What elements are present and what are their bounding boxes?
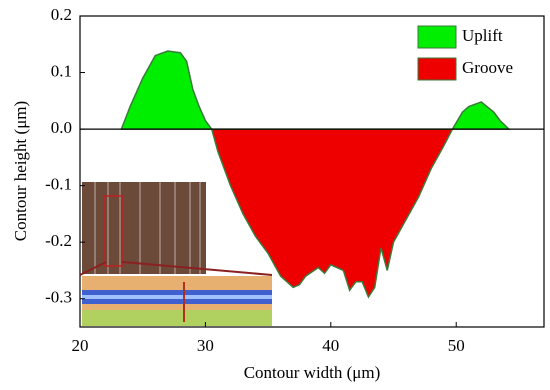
y-tick-label: -0.2 [45, 231, 72, 250]
x-tick-label: 20 [72, 336, 89, 355]
legend-swatch [417, 25, 457, 49]
x-tick-label: 30 [197, 336, 214, 355]
x-tick-label: 40 [322, 336, 339, 355]
y-tick-label: -0.3 [45, 288, 72, 307]
legend-swatch [417, 57, 457, 81]
plot-frame [79, 15, 545, 328]
y-tick-label: 0.2 [51, 5, 72, 24]
y-tick-label: 0.0 [51, 118, 72, 137]
area [210, 128, 454, 299]
y-tick-label: -0.1 [45, 175, 72, 194]
legend-label: Groove [462, 58, 513, 77]
y-axis-title: Contour height (μm) [11, 101, 30, 241]
x-tick-label: 50 [448, 336, 465, 355]
inset-image [79, 182, 273, 326]
y-tick-label: 0.1 [51, 61, 72, 80]
area [120, 50, 511, 130]
x-axis-title: Contour width (μm) [244, 363, 381, 382]
legend-label: Uplift [462, 26, 503, 45]
